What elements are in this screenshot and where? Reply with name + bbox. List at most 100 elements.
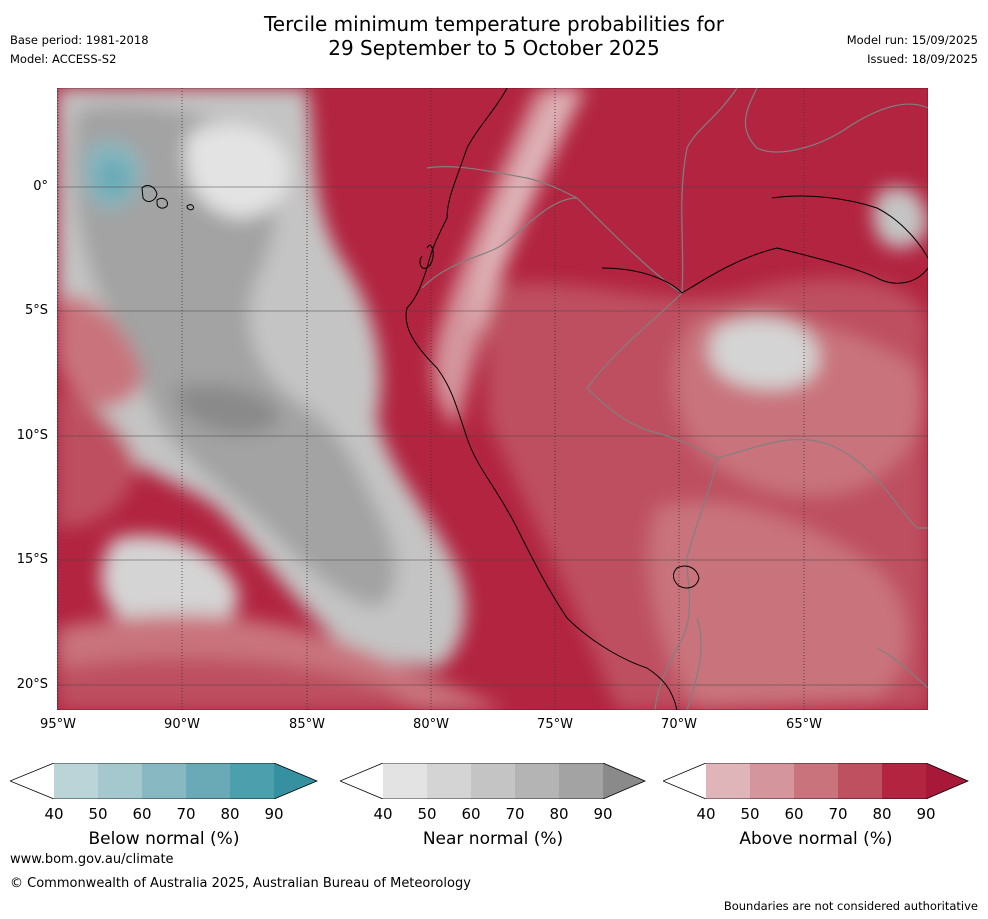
colorbar-below-tick: 80	[220, 805, 240, 823]
colorbar-above-tick: 50	[740, 805, 760, 823]
colorbar-above-cap-high	[926, 763, 968, 799]
field-above-west-coast	[57, 388, 137, 528]
field-above-coastal-light	[473, 88, 577, 338]
border-brazil-venezuela	[744, 88, 928, 153]
field-above-60-south	[649, 502, 907, 710]
field-near-west-darkest	[175, 384, 279, 435]
lon-label-70w: 70°W	[661, 717, 697, 732]
field-above-west-patch	[57, 296, 142, 408]
colorbar-above-cap-low	[663, 763, 706, 799]
coastline-pacific	[405, 88, 678, 710]
lon-label-80w: 80°W	[413, 717, 449, 732]
colorbar-above-tick: 40	[696, 805, 716, 823]
copyright-notice: © Commonwealth of Australia 2025, Austra…	[10, 876, 471, 891]
colorbar-above-seg-70	[838, 763, 882, 799]
field-above-south-dark	[57, 657, 417, 710]
colorbar-near-seg-80	[559, 763, 603, 799]
lon-label-90w: 90°W	[164, 717, 200, 732]
lon-label-65w: 65°W	[786, 717, 822, 732]
colorbar-above-seg-50	[750, 763, 794, 799]
border-colombia-peru	[576, 197, 683, 294]
map-frame	[57, 88, 928, 710]
meta-right: Model run: 15/09/2025 Issued: 18/09/2025	[847, 31, 978, 69]
colorbar-above-label: Above normal (%)	[739, 829, 893, 849]
colorbar-below-seg-40	[54, 763, 98, 799]
colorbar-near-seg-70	[515, 763, 559, 799]
colorbar-near-scale	[338, 762, 647, 800]
lat-label-15s: 15°S	[16, 552, 48, 567]
colorbar-near-tick: 50	[417, 805, 437, 823]
field-above-coastal-band	[433, 88, 587, 428]
colorbar-above-tick: 90	[916, 805, 936, 823]
border-bolivia-brazil	[716, 438, 928, 529]
colorbar-below-tick: 40	[44, 805, 64, 823]
boundary-disclaimer: Boundaries are not considered authoritat…	[723, 899, 978, 913]
model-run: Model run: 15/09/2025	[846, 33, 978, 47]
galapagos-island-2	[156, 197, 168, 209]
colorbar-near-tick: 70	[505, 805, 525, 823]
colorbar-above-ticks: 40 50 60 70 80 90	[663, 805, 969, 825]
colorbar-near-seg-40	[383, 763, 427, 799]
model-name: Model: ACCESS-S2	[10, 52, 117, 66]
colorbar-above: 40 50 60 70 80 90 Above normal (%)	[661, 762, 970, 849]
amazon-river-north	[771, 195, 928, 259]
meta-left: Base period: 1981-2018 Model: ACCESS-S2	[10, 31, 149, 69]
border-ecuador-peru	[421, 197, 578, 289]
lake-titicaca	[673, 565, 700, 589]
title-line-2: 29 September to 5 October 2025	[328, 36, 660, 60]
colorbar-below-cap-low	[10, 763, 54, 799]
colorbar-below-seg-80	[230, 763, 274, 799]
colorbar-above-tick: 80	[872, 805, 892, 823]
lat-label-20s: 20°S	[16, 677, 48, 692]
title-line-1: Tercile minimum temperature probabilitie…	[263, 12, 725, 36]
border-peru-bolivia	[654, 457, 718, 710]
colorbar-below-seg-60	[142, 763, 186, 799]
issued-date: Issued: 18/09/2025	[867, 52, 978, 66]
colorbar-above-scale	[661, 762, 970, 800]
colorbar-below-scale	[8, 762, 319, 800]
colorbar-below-ticks: 40 50 60 70 80 90	[10, 805, 318, 825]
colorbar-near-tick: 90	[593, 805, 613, 823]
colorbar-near-cap-high	[603, 763, 645, 799]
colorbar-near-tick: 40	[373, 805, 393, 823]
border-ecuador-colombia	[426, 166, 578, 199]
colorbar-near-seg-60	[471, 763, 515, 799]
colorbar-near-tick: 80	[549, 805, 569, 823]
colorbar-near: 40 50 60 70 80 90 Near normal (%)	[338, 762, 647, 849]
lon-label-95w: 95°W	[40, 717, 76, 732]
colorbar-near-label: Near normal (%)	[422, 829, 564, 849]
colorbar-below-tick: 70	[176, 805, 196, 823]
colorbar-below-label: Below normal (%)	[88, 829, 240, 849]
colorbar-below: 40 50 60 70 80 90 Below normal (%)	[8, 762, 319, 849]
website-link[interactable]: www.bom.gov.au/climate	[10, 852, 174, 867]
field-near-west-dark	[73, 104, 396, 609]
colorbar-below-seg-70	[186, 763, 230, 799]
colorbar-near-cap-low	[340, 763, 383, 799]
colorbar-below-cap-high	[274, 763, 317, 799]
field-near-ne-patch	[873, 187, 928, 249]
galapagos-island-1	[141, 185, 158, 202]
colorbar-above-tick: 70	[828, 805, 848, 823]
lat-label-5s: 5°S	[24, 303, 48, 318]
lat-label-10s: 10°S	[16, 428, 48, 443]
border-bolivia-chile	[686, 617, 702, 710]
field-near-west-light	[185, 124, 289, 218]
colorbar-below-tick: 50	[88, 805, 108, 823]
border-peru-brazil	[586, 292, 718, 459]
lon-label-75w: 75°W	[537, 717, 573, 732]
colorbar-above-seg-40	[706, 763, 750, 799]
galapagos-island-3	[186, 204, 194, 211]
colorbar-above-tick: 60	[784, 805, 804, 823]
lat-label-0: 0°	[33, 179, 48, 194]
colorbar-near-seg-50	[427, 763, 471, 799]
coastline-gulf-guayaquil	[419, 244, 434, 269]
border-bolivia-paraguay	[876, 647, 928, 689]
colorbar-below-tick: 90	[264, 805, 284, 823]
field-near-east-patch	[709, 317, 819, 389]
colorbar-below-seg-50	[98, 763, 142, 799]
colorbar-below-tick: 60	[132, 805, 152, 823]
field-below-patch-core	[96, 157, 131, 199]
amazon-river	[601, 247, 928, 294]
lon-label-85w: 85°W	[289, 717, 325, 732]
probability-map	[57, 88, 928, 710]
